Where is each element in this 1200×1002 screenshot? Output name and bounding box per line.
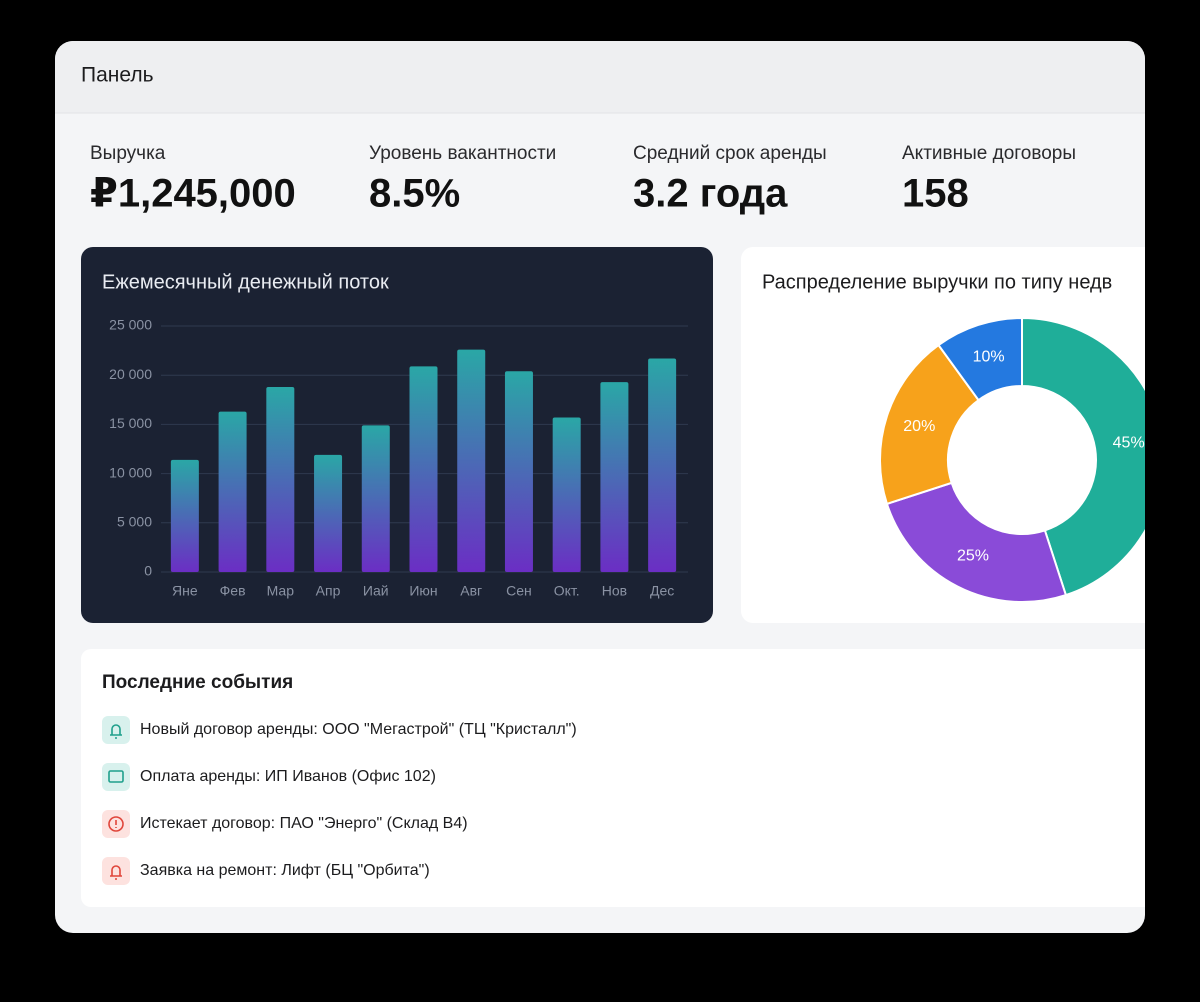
bar xyxy=(409,366,438,572)
x-tick-label: Апр xyxy=(316,583,341,599)
kpi-value: ₽1,245,000 xyxy=(90,172,296,216)
y-tick-label: 25 000 xyxy=(109,317,152,333)
x-tick-label: Иай xyxy=(363,583,389,599)
bar xyxy=(218,411,247,572)
x-tick-label: Авг xyxy=(460,583,482,599)
chart-title: Ежемесячный денежный поток xyxy=(102,271,389,293)
kpi-label: Активные договоры xyxy=(902,143,1076,164)
x-tick-label: Фев xyxy=(220,583,246,599)
chart-title: Распределение выручки по типу недв xyxy=(762,271,1112,293)
donut-chart: 45% 25% 20% 10% xyxy=(879,316,1145,603)
bar xyxy=(457,349,486,572)
icon-glyph xyxy=(108,816,124,832)
bar xyxy=(504,371,533,572)
events-card xyxy=(81,649,1145,907)
kpi-label: Выручка xyxy=(90,143,166,164)
header-title: Панель xyxy=(81,64,154,87)
slice-label: 20% xyxy=(903,418,935,435)
donut-slice xyxy=(885,481,1068,603)
event-item: Заявка на ремонт: Лифт (БЦ "Орбита") xyxy=(140,862,430,879)
bar xyxy=(648,358,677,572)
bar xyxy=(600,382,629,572)
x-tick-label: Окт. xyxy=(554,583,580,599)
icon-glyph xyxy=(110,865,122,880)
bar xyxy=(361,425,390,572)
bar xyxy=(552,417,581,572)
donut-slice xyxy=(1021,316,1145,597)
kpi-value: 158 xyxy=(902,172,969,216)
panel: Панель Выручка ₽1,245,000 Уровень вакантно… xyxy=(55,41,1145,933)
icon-bell xyxy=(102,716,130,744)
slice-label: 10% xyxy=(973,349,1005,366)
y-tick-label: 15 000 xyxy=(109,415,152,431)
kpi-value: 8.5% xyxy=(369,172,460,216)
donut-slice xyxy=(879,343,980,506)
y-tick-label: 20 000 xyxy=(109,366,152,382)
icon-bell xyxy=(102,857,130,885)
event-item: Новый договор аренды: ООО "Мегастрой" (Т… xyxy=(140,721,577,738)
header-bar xyxy=(55,41,1145,113)
events-title: Последние события xyxy=(102,672,293,693)
y-tick-label: 0 xyxy=(144,563,152,579)
event-item: Истекает договор: ПАО "Энерго" (Склад В4… xyxy=(140,815,468,832)
icon-glyph xyxy=(108,770,124,783)
x-tick-label: Дес xyxy=(650,583,674,599)
bar xyxy=(266,387,295,572)
x-tick-label: Мар xyxy=(267,583,295,599)
y-tick-label: 10 000 xyxy=(109,464,152,480)
y-tick-label: 5 000 xyxy=(117,514,152,530)
icon-payment xyxy=(102,763,130,791)
slice-label: 45% xyxy=(1113,434,1145,451)
kpi-value: 3.2 года xyxy=(633,172,788,216)
kpi-label: Уровень вакантности xyxy=(369,143,556,164)
x-tick-label: Сен xyxy=(506,583,532,599)
kpi-row: Выручка ₽1,245,000 Уровень вакантности 8.5%… xyxy=(90,143,1076,216)
kpi-label: Средний срок аренды xyxy=(633,143,827,164)
event-item: Оплата аренды: ИП Иванов (Офис 102) xyxy=(140,768,436,785)
donut-slice xyxy=(937,316,1023,402)
event-list: Новый договор аренды: ООО "Мегастрой" (Т… xyxy=(140,721,577,879)
bar xyxy=(314,454,343,572)
icon-glyph xyxy=(110,724,122,739)
bar xyxy=(170,459,199,572)
x-tick-label: Июн xyxy=(409,583,437,599)
bar-chart: 0 5 000 10 000 15 000 20 000 25 000 Яне Фев Мар А… xyxy=(109,317,688,599)
x-tick-label: Яне xyxy=(172,583,198,599)
x-tick-label: Нов xyxy=(602,583,627,599)
slice-label: 25% xyxy=(957,547,989,564)
event-icons xyxy=(102,716,130,885)
